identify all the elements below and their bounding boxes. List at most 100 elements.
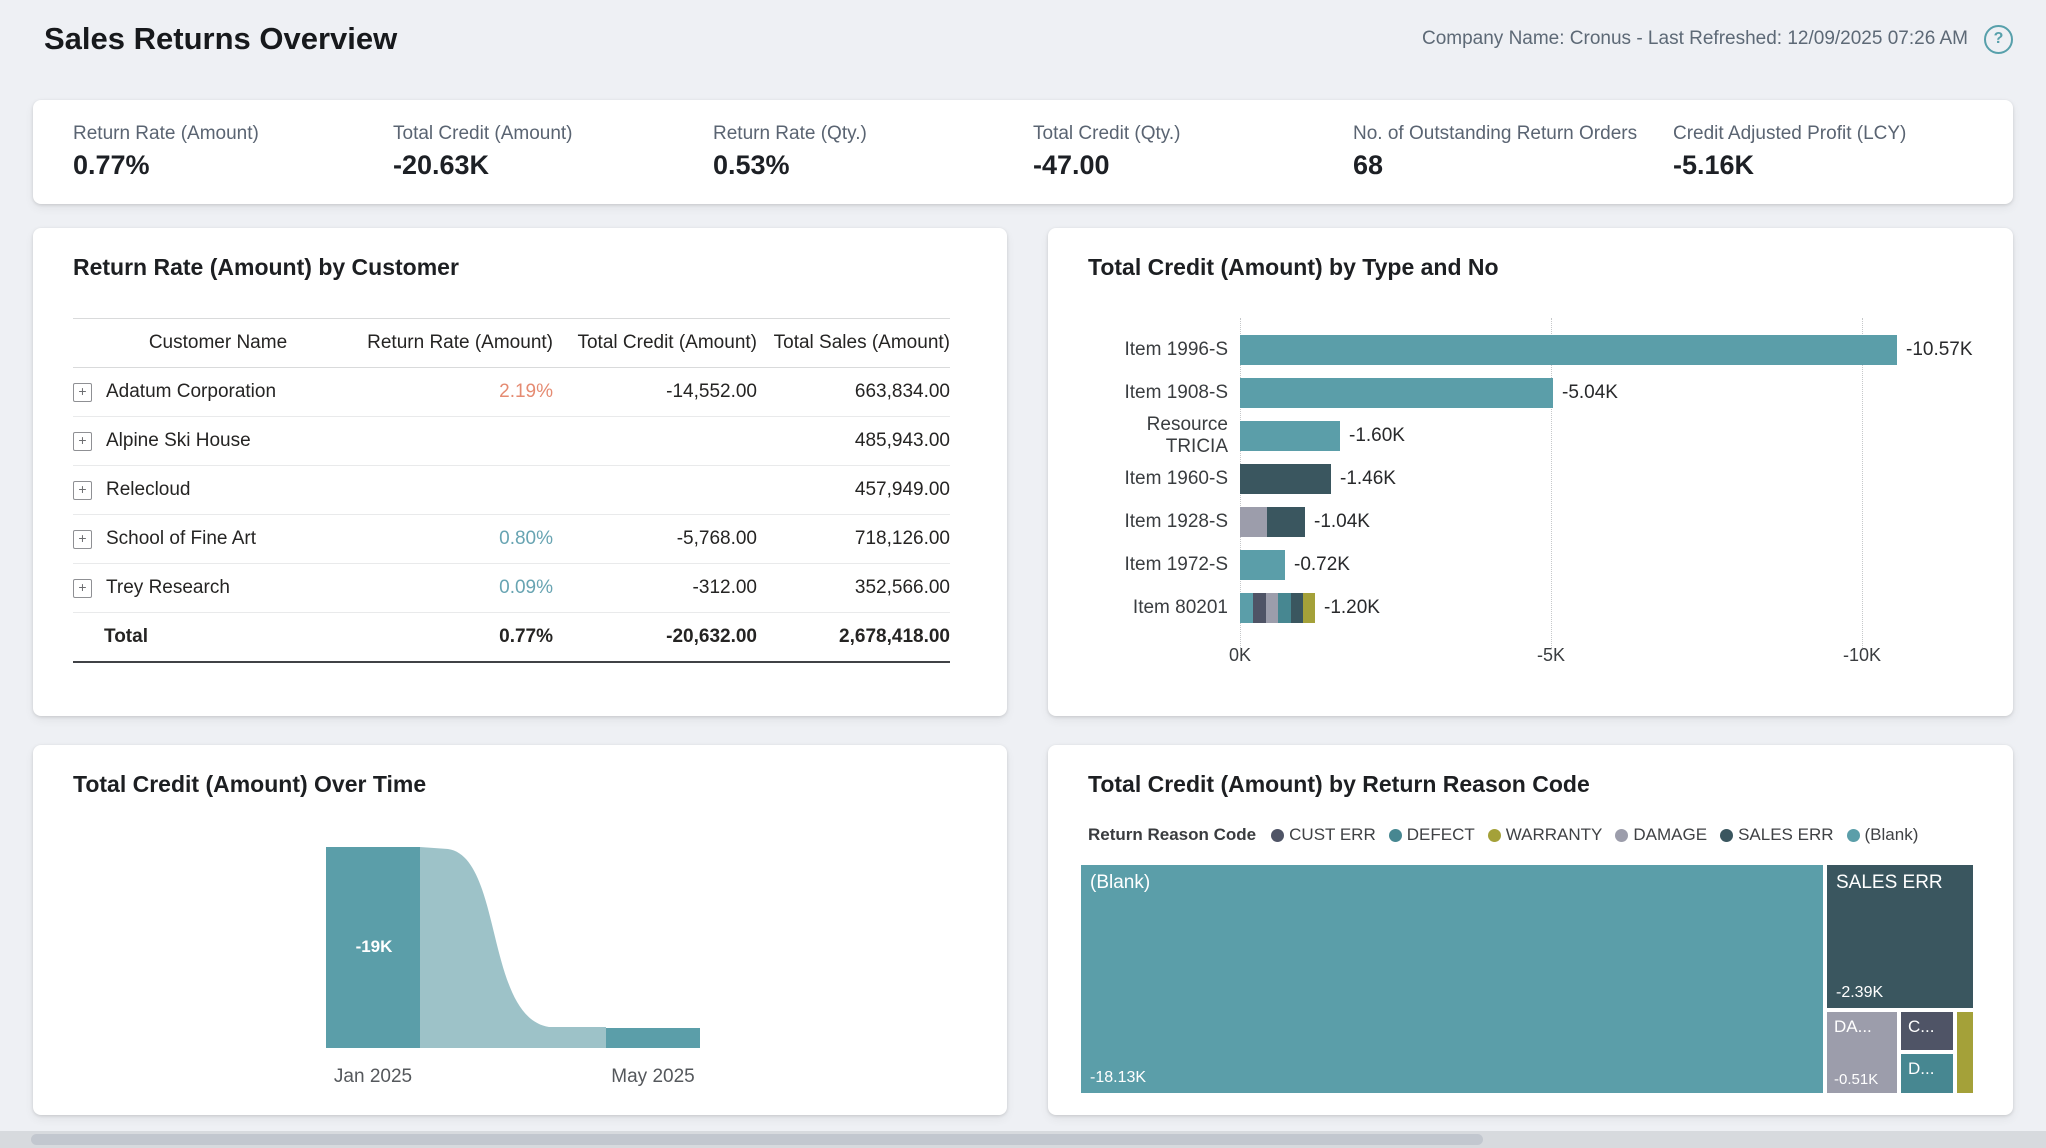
bar[interactable] (1240, 335, 1897, 365)
bar-row: Item 1908-S-5.04K (1088, 371, 1973, 414)
sales-cell: 718,126.00 (757, 515, 950, 564)
kpi-tile: Total Credit (Amount) -20.63K (393, 123, 713, 181)
rate-cell: 0.80% (363, 515, 553, 564)
legend-item[interactable]: CUST ERR (1271, 825, 1376, 845)
table-row[interactable]: +Alpine Ski House 485,943.00 (73, 417, 950, 466)
expand-icon[interactable]: + (73, 530, 92, 549)
bar-value-label: -1.60K (1349, 425, 1405, 447)
bar-value-label: -1.20K (1324, 597, 1380, 619)
bar[interactable] (1240, 464, 1331, 494)
bar-segment[interactable] (1240, 507, 1267, 537)
expand-icon[interactable]: + (73, 481, 92, 500)
expand-icon[interactable]: + (73, 579, 92, 598)
credit-cell (553, 417, 757, 466)
bar-category-label: Item 1928-S (1088, 511, 1240, 533)
table-row[interactable]: +Trey Research0.09%-312.00352,566.00 (73, 564, 950, 613)
name-cell: Total (73, 626, 363, 648)
name-cell: +School of Fine Art (73, 528, 363, 550)
kpi-label: Credit Adjusted Profit (LCY) (1673, 123, 1993, 145)
bar-segment[interactable] (1240, 550, 1285, 580)
bar-segment[interactable] (1240, 421, 1340, 451)
bar-row: Resource TRICIA-1.60K (1088, 414, 1973, 457)
legend-item[interactable]: SALES ERR (1720, 825, 1833, 845)
name-cell: +Trey Research (73, 577, 363, 599)
total-credit-cell: -20,632.00 (553, 613, 757, 663)
bar-segment[interactable] (1291, 593, 1303, 623)
tile-value: -2.39K (1836, 984, 1883, 1002)
kpi-label: Total Credit (Qty.) (1033, 123, 1353, 145)
bar-segment[interactable] (1240, 335, 1897, 365)
bar-value-label: -1.46K (1340, 468, 1396, 490)
bar[interactable] (1240, 421, 1340, 451)
customer-name-cell: +School of Fine Art (73, 515, 363, 564)
customer-name-cell: +Alpine Ski House (73, 417, 363, 466)
credit-by-item-card: Total Credit (Amount) by Type and No Ite… (1048, 228, 2013, 716)
legend-item[interactable]: (Blank) (1847, 825, 1919, 845)
tile-defect[interactable]: D... (1901, 1054, 1953, 1093)
tile-sales-err[interactable]: SALES ERR -2.39K (1827, 865, 1973, 1008)
kpi-tile: Return Rate (Qty.)0.53% (713, 123, 1033, 181)
scrollbar-thumb[interactable] (31, 1134, 1483, 1145)
legend-label: DEFECT (1407, 825, 1475, 845)
bar[interactable] (1240, 550, 1285, 580)
axis-label-jan: Jan 2025 (334, 1066, 412, 1087)
credit-cell: -5,768.00 (553, 515, 757, 564)
kpi-tile: Total Credit (Qty.)-47.00 (1033, 123, 1353, 181)
total-row: Total0.77%-20,632.002,678,418.00 (73, 613, 950, 663)
bar-value-label: -5.04K (1562, 382, 1618, 404)
bar-segment[interactable] (1253, 593, 1266, 623)
card-title: Return Rate (Amount) by Customer (73, 254, 459, 281)
sales-cell: 485,943.00 (757, 417, 950, 466)
header-row: Customer NameReturn Rate (Amount)Total C… (73, 319, 950, 368)
bar-segment[interactable] (1240, 378, 1553, 408)
legend-dot-icon (1847, 829, 1860, 842)
kpi-value: 0.77% (73, 150, 393, 181)
legend-dot-icon (1488, 829, 1501, 842)
bar-segment[interactable] (1267, 507, 1305, 537)
page-title: Sales Returns Overview (44, 21, 397, 57)
tile-blank[interactable]: (Blank) -18.13K (1081, 865, 1823, 1093)
kpi-label: Total Credit (Amount) (393, 123, 713, 145)
ribbon-transition[interactable] (420, 847, 606, 1048)
expand-icon[interactable]: + (73, 432, 92, 451)
bar-category-label: Item 1972-S (1088, 554, 1240, 576)
bar-segment[interactable] (1240, 464, 1331, 494)
tile-cust-err[interactable]: C... (1901, 1012, 1953, 1050)
bar-segment[interactable] (1303, 593, 1315, 623)
name-cell: +Alpine Ski House (73, 430, 363, 452)
kpi-value: 68 (1353, 150, 1673, 181)
tile-damage[interactable]: DA... -0.51K (1827, 1012, 1897, 1093)
legend-item[interactable]: WARRANTY (1488, 825, 1603, 845)
legend-item[interactable]: DEFECT (1389, 825, 1475, 845)
tile-warranty[interactable] (1957, 1012, 1973, 1093)
table-row[interactable]: +Relecloud457,949.00 (73, 466, 950, 515)
table-row[interactable]: +School of Fine Art0.80%-5,768.00718,126… (73, 515, 950, 564)
legend-title: Return Reason Code (1088, 825, 1256, 845)
rate-cell (363, 417, 553, 466)
credit-over-time-card: Total Credit (Amount) Over Time -19K Jan… (33, 745, 1007, 1115)
jan-value-label: -19K (356, 937, 394, 956)
bar-segment[interactable] (1240, 593, 1253, 623)
bar-row: Item 1972-S-0.72K (1088, 543, 1973, 586)
bar-track: -5.04K (1240, 378, 1973, 408)
name-cell: +Relecloud (73, 479, 363, 501)
bar[interactable] (1240, 378, 1553, 408)
expand-icon[interactable]: + (73, 383, 92, 402)
sales-cell: 663,834.00 (757, 368, 950, 417)
customer-name-cell: +Adatum Corporation (73, 368, 363, 417)
bar-row: Item 1960-S-1.46K (1088, 457, 1973, 500)
legend-item[interactable]: DAMAGE (1615, 825, 1707, 845)
bar-segment[interactable] (1266, 593, 1279, 623)
kpi-value: -20.63K (393, 150, 713, 181)
bar-segment[interactable] (1278, 593, 1291, 623)
horizontal-scrollbar[interactable] (0, 1131, 2046, 1148)
legend-dot-icon (1615, 829, 1628, 842)
bar[interactable] (1240, 507, 1305, 537)
bar-value-label: -1.04K (1314, 511, 1370, 533)
help-icon[interactable]: ? (1984, 25, 2013, 54)
bar[interactable] (1240, 593, 1315, 623)
table-row[interactable]: +Adatum Corporation2.19%-14,552.00663,83… (73, 368, 950, 417)
tile-value: -0.51K (1834, 1071, 1878, 1088)
legend-label: DAMAGE (1633, 825, 1707, 845)
may-column[interactable] (606, 1028, 700, 1048)
